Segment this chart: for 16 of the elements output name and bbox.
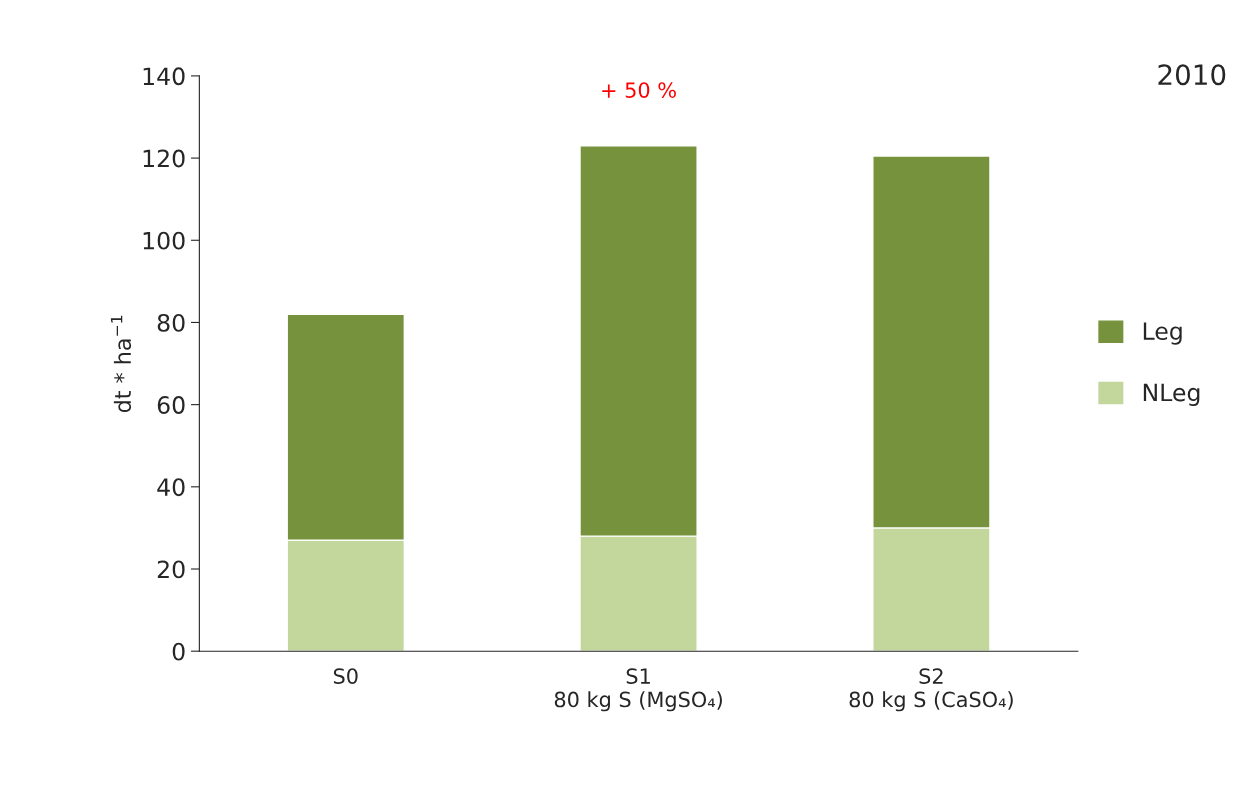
- y-tick-label: 40: [157, 478, 185, 497]
- x-tick-label: S2 80 kg S (CaSO₄): [849, 668, 1013, 712]
- y-tick-label: 100: [143, 231, 185, 250]
- annotation: + 50 %: [602, 82, 676, 98]
- y-tick-label: 60: [157, 396, 185, 414]
- y-tick-label: 140: [143, 67, 185, 86]
- y-tick-label: 0: [172, 642, 185, 661]
- y-tick-label: 120: [143, 149, 185, 168]
- y-tick-label: 20: [157, 560, 185, 579]
- legend-label: NLeg: [1143, 383, 1200, 406]
- legend-label: Leg: [1143, 322, 1182, 345]
- y-axis-title: dt * ha$^{−1}$: [110, 315, 132, 413]
- x-tick-label: S1 80 kg S (MgSO₄): [554, 668, 722, 712]
- x-tick-label: S0: [333, 668, 358, 684]
- text: 2010: [1158, 64, 1226, 86]
- y-tick-label: 80: [157, 313, 185, 332]
